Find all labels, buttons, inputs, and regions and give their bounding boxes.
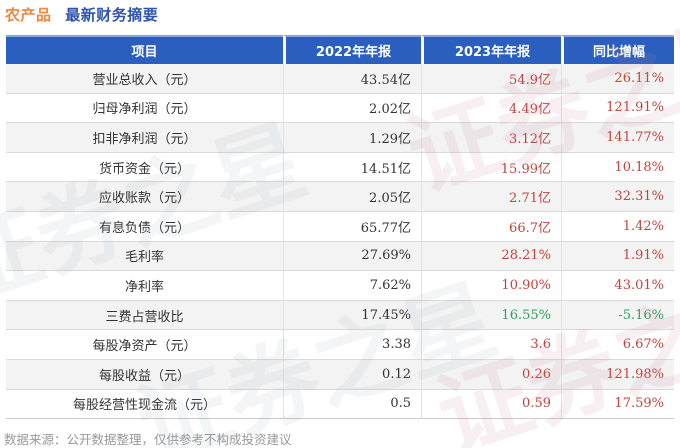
report-title: 最新财务摘要 [65, 6, 159, 24]
value-2023: 10.90% [421, 271, 561, 301]
value-2022: 0.5 [283, 389, 421, 420]
value-yoy: 10.18% [561, 152, 674, 183]
value-2023: 4.49亿 [421, 93, 561, 124]
value-2022: 3.38 [283, 330, 421, 360]
value-2022: 1.29亿 [283, 123, 421, 153]
page-title: 农产品 最新财务摘要 [5, 4, 158, 25]
item-label: 营业总收入（元） [6, 64, 283, 94]
table-row: 三费占营收比 17.45% 16.55% -5.16% [6, 300, 674, 331]
stock-name: 农产品 [5, 6, 52, 24]
item-label: 归母净利润（元） [6, 94, 283, 124]
value-2022: 43.54亿 [283, 64, 421, 94]
value-yoy: 121.98% [561, 359, 674, 390]
value-yoy: 32.31% [561, 182, 674, 212]
value-2022: 14.51亿 [283, 152, 421, 183]
value-yoy: 6.67% [561, 330, 674, 360]
value-yoy: 121.91% [561, 93, 674, 124]
value-2022: 2.02亿 [283, 93, 421, 124]
table-row: 营业总收入（元） 43.54亿 54.9亿 26.11% [6, 64, 674, 94]
value-2022: 65.77亿 [283, 211, 421, 242]
value-2023: 3.12亿 [421, 123, 561, 153]
value-2023: 3.6 [421, 330, 561, 360]
value-yoy: 1.91% [561, 241, 674, 272]
table-row: 每股经营性现金流（元） 0.5 0.59 17.59% [6, 389, 674, 420]
item-label: 毛利率 [6, 241, 283, 272]
table-row: 应收账款（元） 2.05亿 2.71亿 32.31% [6, 182, 674, 212]
item-label: 每股净资产（元） [6, 330, 283, 360]
value-yoy: -5.16% [561, 300, 674, 331]
value-2023: 15.99亿 [421, 152, 561, 183]
value-2022: 27.69% [283, 241, 421, 272]
value-2022: 7.62% [283, 271, 421, 301]
column-header-yoy: 同比增幅 [561, 35, 674, 64]
value-yoy: 141.77% [561, 123, 674, 153]
item-label: 扣非净利润（元） [6, 123, 283, 153]
item-label: 三费占营收比 [6, 300, 283, 331]
item-label: 每股收益（元） [6, 359, 283, 390]
value-2023: 0.26 [421, 359, 561, 390]
item-label: 每股经营性现金流（元） [6, 390, 283, 420]
table-row: 每股净资产（元） 3.38 3.6 6.67% [6, 330, 674, 360]
table-row: 归母净利润（元） 2.02亿 4.49亿 121.91% [6, 93, 674, 124]
financial-summary-table: 项目 2022年年报 2023年年报 同比增幅 营业总收入（元） 43.54亿 54… [6, 35, 674, 420]
table-row: 每股收益（元） 0.12 0.26 121.98% [6, 359, 674, 390]
value-2023: 54.9亿 [421, 64, 561, 94]
value-yoy: 17.59% [561, 389, 674, 420]
item-label: 应收账款（元） [6, 182, 283, 212]
value-2023: 2.71亿 [421, 182, 561, 212]
item-label: 有息负债（元） [6, 212, 283, 242]
column-header-2022: 2022年年报 [283, 35, 421, 64]
table-row: 扣非净利润（元） 1.29亿 3.12亿 141.77% [6, 123, 674, 153]
data-source-note: 数据来源：公开数据整理，仅供参考不构成投资建议 [4, 432, 292, 447]
column-header-2023: 2023年年报 [421, 35, 561, 64]
item-label: 净利率 [6, 271, 283, 301]
value-2023: 66.7亿 [421, 211, 561, 242]
value-2022: 2.05亿 [283, 182, 421, 212]
value-2022: 17.45% [283, 300, 421, 331]
value-2022: 0.12 [283, 359, 421, 390]
column-header-item: 项目 [6, 35, 283, 64]
item-label: 货币资金（元） [6, 153, 283, 183]
table-row: 净利率 7.62% 10.90% 43.01% [6, 271, 674, 301]
table-row: 货币资金（元） 14.51亿 15.99亿 10.18% [6, 152, 674, 183]
table-header-row: 项目 2022年年报 2023年年报 同比增幅 [6, 35, 674, 64]
value-yoy: 26.11% [561, 64, 674, 94]
value-yoy: 1.42% [561, 211, 674, 242]
value-2023: 0.59 [421, 389, 561, 420]
table-row: 毛利率 27.69% 28.21% 1.91% [6, 241, 674, 272]
value-2023: 28.21% [421, 241, 561, 272]
table-row: 有息负债（元） 65.77亿 66.7亿 1.42% [6, 211, 674, 242]
value-2023: 16.55% [421, 300, 561, 331]
value-yoy: 43.01% [561, 271, 674, 301]
